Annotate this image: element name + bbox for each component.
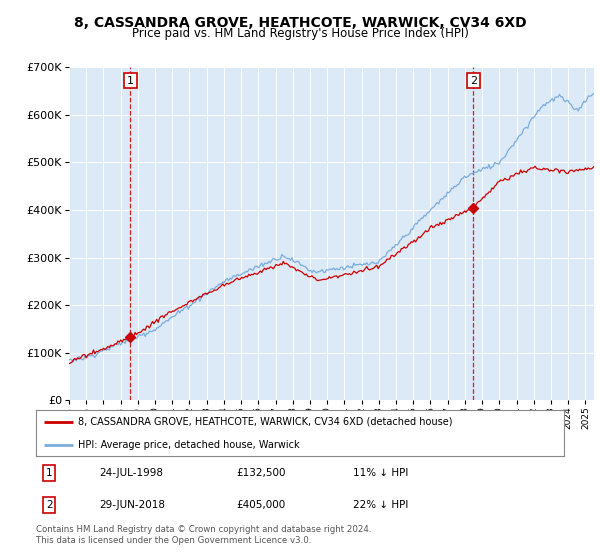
Text: 24-JUL-1998: 24-JUL-1998 [100, 468, 163, 478]
Text: 29-JUN-2018: 29-JUN-2018 [100, 500, 166, 510]
Text: Contains HM Land Registry data © Crown copyright and database right 2024.
This d: Contains HM Land Registry data © Crown c… [36, 525, 371, 545]
Text: 8, CASSANDRA GROVE, HEATHCOTE, WARWICK, CV34 6XD (detached house): 8, CASSANDRA GROVE, HEATHCOTE, WARWICK, … [78, 417, 453, 427]
Text: £405,000: £405,000 [236, 500, 286, 510]
Text: 1: 1 [46, 468, 53, 478]
Text: 1: 1 [127, 76, 134, 86]
Text: HPI: Average price, detached house, Warwick: HPI: Average price, detached house, Warw… [78, 440, 300, 450]
Text: Price paid vs. HM Land Registry's House Price Index (HPI): Price paid vs. HM Land Registry's House … [131, 27, 469, 40]
Text: 2: 2 [46, 500, 53, 510]
Text: £132,500: £132,500 [236, 468, 286, 478]
Text: 2: 2 [470, 76, 477, 86]
Text: 22% ↓ HPI: 22% ↓ HPI [353, 500, 408, 510]
Text: 11% ↓ HPI: 11% ↓ HPI [353, 468, 408, 478]
Text: 8, CASSANDRA GROVE, HEATHCOTE, WARWICK, CV34 6XD: 8, CASSANDRA GROVE, HEATHCOTE, WARWICK, … [74, 16, 526, 30]
